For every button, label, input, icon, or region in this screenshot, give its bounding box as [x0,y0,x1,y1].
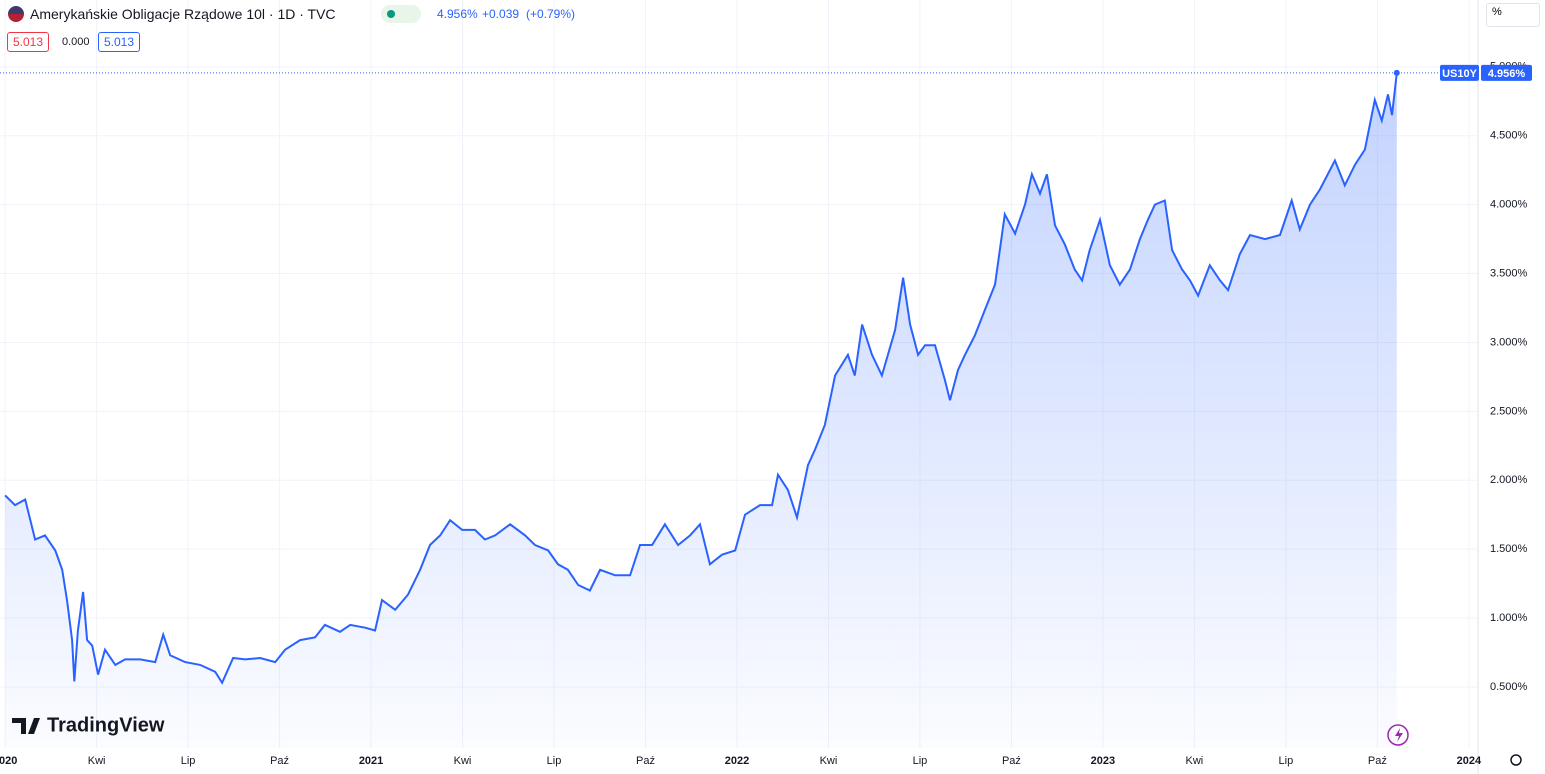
x-tick-label: Lip [181,755,196,767]
last-price: 4.956% [437,7,478,21]
x-tick-label: 2024 [1457,755,1482,767]
x-tick-label: Kwi [820,755,838,767]
y-tick-label: 4.500% [1490,130,1528,142]
flag-icon [8,6,24,22]
x-tick-label: Paź [270,755,289,767]
x-tick-label: 2020 [0,755,17,767]
symbol-title[interactable]: Amerykańskie Obligacje Rządowe 10l · 1D … [30,6,336,22]
y-tick-label: 2.000% [1490,474,1528,486]
x-tick-label: Kwi [1186,755,1204,767]
spread: 0.000 [62,36,90,48]
x-tick-label: Lip [913,755,928,767]
lightning-glyph [1395,728,1403,742]
y-tick-label: 3.500% [1490,267,1528,279]
x-tick-label: Paź [1002,755,1021,767]
area-fill [5,72,1397,748]
symbol-tag-text: US10Y [1442,68,1478,80]
y-tick-label: 3.000% [1490,336,1528,348]
x-tick-label: Paź [636,755,655,767]
lightning-icon[interactable] [1387,724,1409,746]
y-tick-label: 4.000% [1490,199,1528,211]
symbol-tag [1440,64,1479,81]
last-point [1393,69,1400,76]
status-chip[interactable] [381,5,421,23]
status-dot [387,10,395,18]
price-tag [1481,64,1532,81]
x-tick-label: 2022 [725,755,749,767]
settings-icon[interactable] [1510,754,1522,766]
y-tick-label: 1.500% [1490,543,1528,555]
logo-icon [12,718,40,734]
x-tick-label: Lip [547,755,562,767]
y-tick-label: 1.000% [1490,612,1528,624]
sell-button[interactable]: 5.013 [7,32,50,52]
y-tick-label: 0.500% [1490,681,1528,693]
x-tick-label: 2023 [1091,755,1115,767]
y-tick-label: 2.500% [1490,405,1528,417]
price-change: +0.039 [482,7,520,21]
x-tick-label: Lip [1279,755,1294,767]
unit-selector[interactable]: % [1486,3,1540,27]
x-tick-label: Paź [1368,755,1387,767]
x-tick-label: 2021 [359,755,383,767]
price-change-pct: (+0.79%) [526,7,576,21]
price-line [4,72,1398,685]
buy-button[interactable]: 5.013 [98,32,141,52]
price-tag-text: 4.956% [1488,68,1526,80]
x-tick-label: Kwi [454,755,472,767]
x-tick-label: Kwi [88,755,106,767]
logo-text: TradingView [47,714,165,736]
